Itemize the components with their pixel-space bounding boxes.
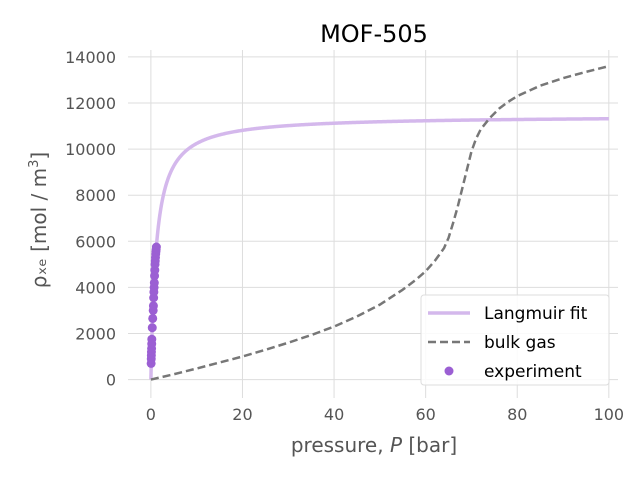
y-axis-label-main: ρₓₑ [mol / m xyxy=(27,168,51,288)
y-tick-label: 4000 xyxy=(75,278,116,297)
legend-label-bulk-gas: bulk gas xyxy=(484,333,556,353)
y-axis-ticks: 0 2000 4000 6000 8000 10000 12000 14000 xyxy=(65,48,116,390)
x-axis-ticks: 0 20 40 60 80 100 xyxy=(146,405,624,424)
x-axis-label: pressure, P [bar] xyxy=(291,433,457,457)
x-axis-label-variable: P xyxy=(390,433,403,457)
series-line-langmuir-fit xyxy=(149,117,610,382)
x-tick-label: 100 xyxy=(594,405,625,424)
legend: Langmuir fit bulk gas experiment xyxy=(420,294,610,386)
x-tick-label: 0 xyxy=(146,405,156,424)
legend-label-langmuir-fit: Langmuir fit xyxy=(484,304,588,324)
chart-title: MOF-505 xyxy=(320,20,428,48)
experiment-point xyxy=(148,301,158,311)
experiment-point xyxy=(149,278,159,288)
plot-area xyxy=(146,64,610,382)
y-tick-label: 14000 xyxy=(65,48,116,67)
y-tick-label: 10000 xyxy=(65,140,116,159)
y-tick-label: 6000 xyxy=(75,232,116,251)
legend-swatch-experiment xyxy=(444,366,454,376)
y-axis-label: ρₓₑ [mol / m3] xyxy=(27,152,51,288)
experiment-point xyxy=(147,323,157,333)
series-line-bulk-gas xyxy=(150,64,610,381)
x-axis-label-suffix: [bar] xyxy=(402,433,457,457)
grid xyxy=(128,50,618,398)
y-tick-label: 12000 xyxy=(65,94,116,113)
legend-frame xyxy=(420,294,610,386)
y-tick-label: 0 xyxy=(106,371,116,390)
experiment-point xyxy=(147,334,157,344)
x-tick-label: 40 xyxy=(324,405,344,424)
y-tick-label: 2000 xyxy=(75,324,116,343)
y-tick-label: 8000 xyxy=(75,186,116,205)
x-tick-label: 80 xyxy=(507,405,527,424)
experiment-point xyxy=(148,313,158,323)
legend-label-experiment: experiment xyxy=(484,362,582,382)
x-tick-label: 60 xyxy=(415,405,435,424)
y-axis-label-close: ] xyxy=(27,152,51,160)
y-axis-label-superscript: 3 xyxy=(27,160,42,168)
x-axis-label-prefix: pressure, xyxy=(291,433,390,457)
experiment-point xyxy=(151,242,161,252)
x-tick-label: 20 xyxy=(232,405,252,424)
